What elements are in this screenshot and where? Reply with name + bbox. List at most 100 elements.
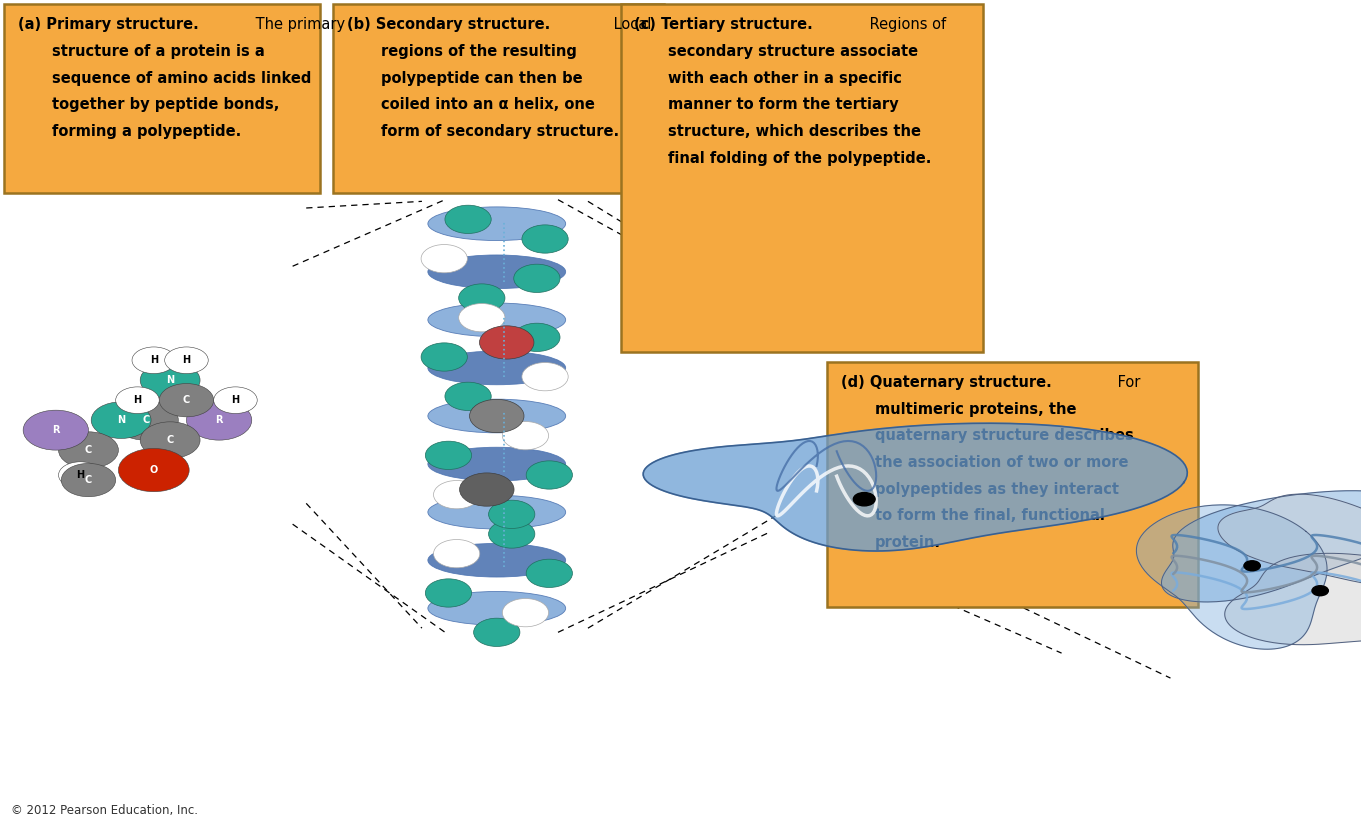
Circle shape xyxy=(489,520,535,548)
Circle shape xyxy=(445,382,491,410)
Text: forming a polypeptide.: forming a polypeptide. xyxy=(52,124,241,139)
Circle shape xyxy=(470,399,524,433)
Text: with each other in a specific: with each other in a specific xyxy=(668,71,902,86)
Circle shape xyxy=(474,402,520,430)
Circle shape xyxy=(527,461,573,489)
Circle shape xyxy=(521,363,568,391)
Text: C: C xyxy=(166,435,174,445)
Text: For: For xyxy=(1113,375,1141,390)
Circle shape xyxy=(479,326,534,359)
Circle shape xyxy=(159,384,214,417)
Text: C: C xyxy=(84,475,93,485)
Circle shape xyxy=(459,284,505,312)
Text: H: H xyxy=(76,470,84,480)
Circle shape xyxy=(214,387,257,414)
FancyBboxPatch shape xyxy=(621,4,983,352)
Circle shape xyxy=(140,422,200,458)
Text: polypeptides as they interact: polypeptides as they interact xyxy=(875,482,1119,497)
Text: N: N xyxy=(166,375,174,385)
Text: secondary structure associate: secondary structure associate xyxy=(668,44,919,59)
Circle shape xyxy=(426,441,472,469)
Circle shape xyxy=(113,400,178,440)
Text: H: H xyxy=(133,395,142,405)
Circle shape xyxy=(426,579,472,607)
Polygon shape xyxy=(1218,494,1361,587)
Circle shape xyxy=(527,559,573,587)
Circle shape xyxy=(521,225,568,253)
Circle shape xyxy=(1312,586,1328,596)
Text: H: H xyxy=(231,395,240,405)
Circle shape xyxy=(132,347,176,374)
Text: regions of the resulting: regions of the resulting xyxy=(381,44,577,59)
Text: R: R xyxy=(215,415,223,425)
Text: (d) Quaternary structure.: (d) Quaternary structure. xyxy=(841,375,1052,390)
Text: Local: Local xyxy=(610,17,652,32)
Text: to form the final, functional: to form the final, functional xyxy=(875,508,1105,523)
Ellipse shape xyxy=(427,495,566,529)
Circle shape xyxy=(23,410,88,450)
Text: O: O xyxy=(150,465,158,475)
Ellipse shape xyxy=(427,207,566,240)
Ellipse shape xyxy=(427,255,566,289)
Circle shape xyxy=(502,598,548,626)
Circle shape xyxy=(140,362,200,399)
Text: H: H xyxy=(182,355,191,365)
Text: (a) Primary structure.: (a) Primary structure. xyxy=(18,17,199,32)
Text: structure of a protein is a: structure of a protein is a xyxy=(52,44,264,59)
Text: (c) Tertiary structure.: (c) Tertiary structure. xyxy=(634,17,813,32)
Circle shape xyxy=(445,206,491,234)
Circle shape xyxy=(502,422,548,450)
Polygon shape xyxy=(1161,491,1361,602)
Circle shape xyxy=(513,265,559,293)
Circle shape xyxy=(1244,561,1260,571)
Text: R: R xyxy=(52,425,60,435)
Polygon shape xyxy=(1225,553,1361,645)
Circle shape xyxy=(460,473,514,506)
Text: © 2012 Pearson Education, Inc.: © 2012 Pearson Education, Inc. xyxy=(11,804,197,817)
Ellipse shape xyxy=(427,448,566,481)
Circle shape xyxy=(474,618,520,646)
FancyBboxPatch shape xyxy=(827,362,1198,607)
Text: together by peptide bonds,: together by peptide bonds, xyxy=(52,97,279,112)
Circle shape xyxy=(421,343,467,371)
Text: The primary: The primary xyxy=(250,17,346,32)
FancyBboxPatch shape xyxy=(4,4,320,193)
Text: N: N xyxy=(117,415,125,425)
Text: protein.: protein. xyxy=(875,535,940,550)
Ellipse shape xyxy=(427,543,566,577)
Text: the association of two or more: the association of two or more xyxy=(875,455,1128,470)
Ellipse shape xyxy=(427,592,566,625)
Text: polypeptide can then be: polypeptide can then be xyxy=(381,71,583,86)
Text: final folding of the polypeptide.: final folding of the polypeptide. xyxy=(668,151,932,166)
Circle shape xyxy=(489,500,535,528)
Polygon shape xyxy=(644,423,1187,551)
Ellipse shape xyxy=(427,303,566,337)
Circle shape xyxy=(59,432,118,468)
FancyBboxPatch shape xyxy=(333,4,664,193)
Circle shape xyxy=(434,539,480,567)
Text: quaternary structure describes: quaternary structure describes xyxy=(875,428,1134,443)
Text: C: C xyxy=(182,395,191,405)
Text: sequence of amino acids linked: sequence of amino acids linked xyxy=(52,71,312,86)
Text: (b) Secondary structure.: (b) Secondary structure. xyxy=(347,17,550,32)
Circle shape xyxy=(853,493,875,506)
Text: C: C xyxy=(84,445,93,455)
Text: coiled into an α helix, one: coiled into an α helix, one xyxy=(381,97,595,112)
Circle shape xyxy=(421,245,467,273)
Polygon shape xyxy=(1136,505,1327,649)
Circle shape xyxy=(434,481,480,509)
Circle shape xyxy=(59,462,102,488)
Text: form of secondary structure.: form of secondary structure. xyxy=(381,124,619,139)
Ellipse shape xyxy=(427,399,566,433)
Text: structure, which describes the: structure, which describes the xyxy=(668,124,921,139)
Ellipse shape xyxy=(427,351,566,384)
Circle shape xyxy=(186,400,252,440)
Circle shape xyxy=(118,448,189,492)
Circle shape xyxy=(91,402,151,438)
Text: H: H xyxy=(150,355,158,365)
Text: Regions of: Regions of xyxy=(864,17,946,32)
Text: manner to form the tertiary: manner to form the tertiary xyxy=(668,97,898,112)
Circle shape xyxy=(116,387,159,414)
Circle shape xyxy=(61,463,116,497)
Circle shape xyxy=(459,304,505,332)
